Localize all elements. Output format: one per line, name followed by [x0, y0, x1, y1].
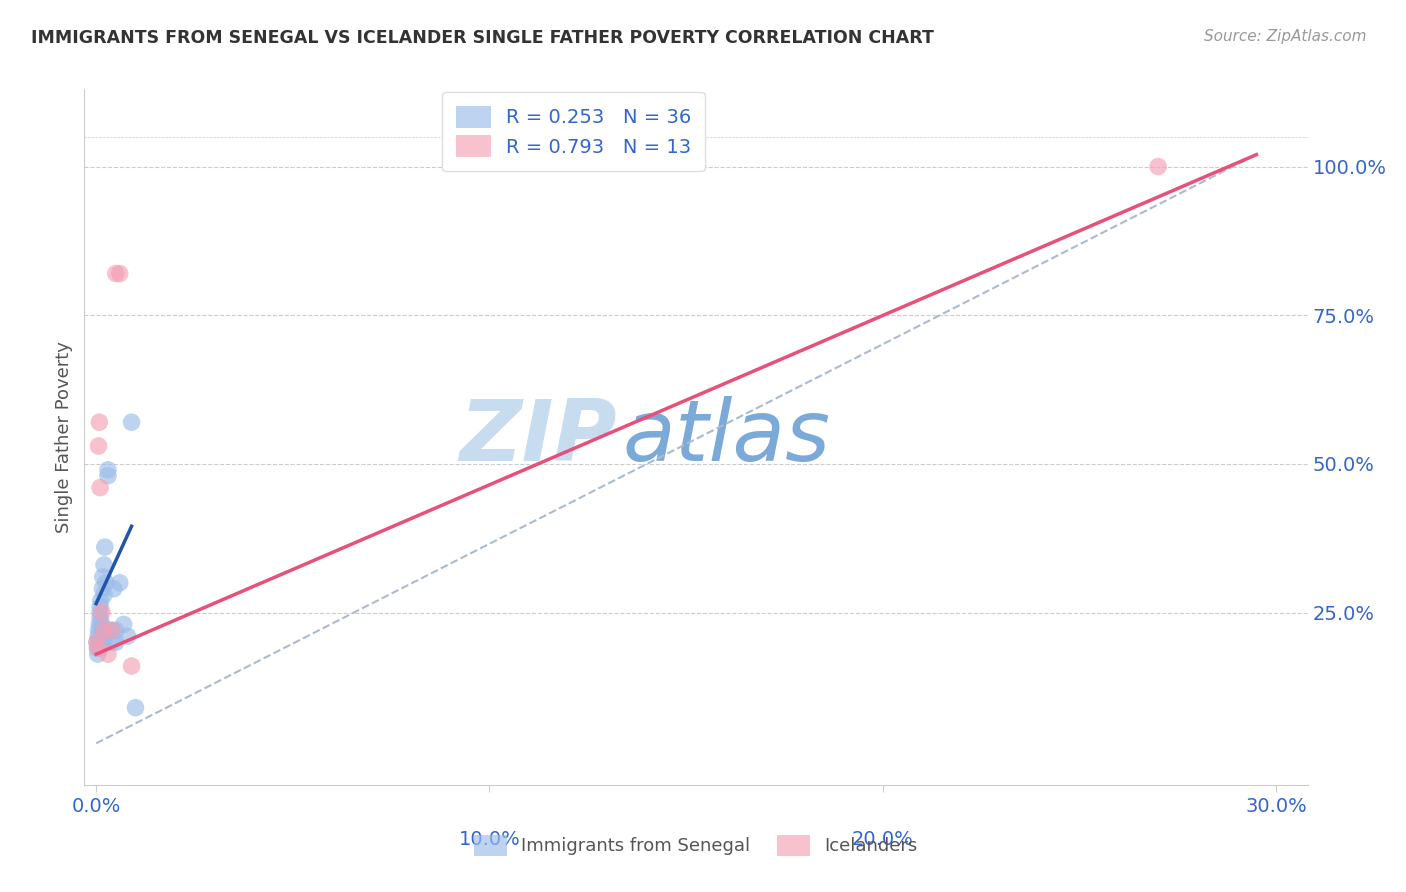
Point [90, 635, 112, 649]
Point [87, 629, 110, 643]
Point [103, 582, 125, 596]
Point [89, 617, 111, 632]
Point [91, 606, 114, 620]
Text: atlas: atlas [623, 395, 831, 479]
Point [87, 624, 110, 638]
Point [89, 481, 111, 495]
Point [94, 540, 117, 554]
Point [104, 267, 127, 281]
Point [87, 635, 110, 649]
Text: 10.0%: 10.0% [458, 830, 520, 849]
Point [87, 439, 110, 453]
Point [89, 611, 111, 625]
Point [87, 641, 110, 656]
Point [90, 593, 112, 607]
Point [97, 463, 120, 477]
Point [89, 599, 111, 614]
Point [104, 635, 127, 649]
Point [97, 647, 120, 661]
Point [1147, 160, 1170, 174]
Point [94, 575, 117, 590]
Point [91, 617, 114, 632]
Text: Source: ZipAtlas.com: Source: ZipAtlas.com [1204, 29, 1367, 44]
Point [97, 468, 120, 483]
Point [86, 635, 108, 649]
Text: ZIP: ZIP [458, 395, 616, 479]
Point [93, 588, 115, 602]
Legend: Immigrants from Senegal, Icelanders: Immigrants from Senegal, Icelanders [464, 824, 928, 866]
Point [89, 606, 111, 620]
Point [93, 558, 115, 572]
Point [121, 659, 143, 673]
Point [89, 641, 111, 656]
Point [124, 700, 146, 714]
Point [86, 641, 108, 656]
Point [86, 635, 108, 649]
Text: 20.0%: 20.0% [852, 830, 914, 849]
Point [91, 635, 114, 649]
Point [97, 624, 120, 638]
Point [91, 582, 114, 596]
Point [112, 617, 135, 632]
Point [91, 570, 114, 584]
Y-axis label: Single Father Poverty: Single Father Poverty [55, 341, 73, 533]
Point [93, 629, 115, 643]
Point [101, 624, 124, 638]
Point [104, 624, 127, 638]
Point [117, 629, 139, 643]
Point [101, 624, 124, 638]
Point [90, 624, 112, 638]
Text: IMMIGRANTS FROM SENEGAL VS ICELANDER SINGLE FATHER POVERTY CORRELATION CHART: IMMIGRANTS FROM SENEGAL VS ICELANDER SIN… [31, 29, 934, 46]
Point [108, 267, 131, 281]
Point [89, 415, 111, 429]
Point [87, 647, 110, 661]
Point [93, 624, 115, 638]
Point [101, 635, 124, 649]
Point [108, 575, 131, 590]
Point [121, 415, 143, 429]
